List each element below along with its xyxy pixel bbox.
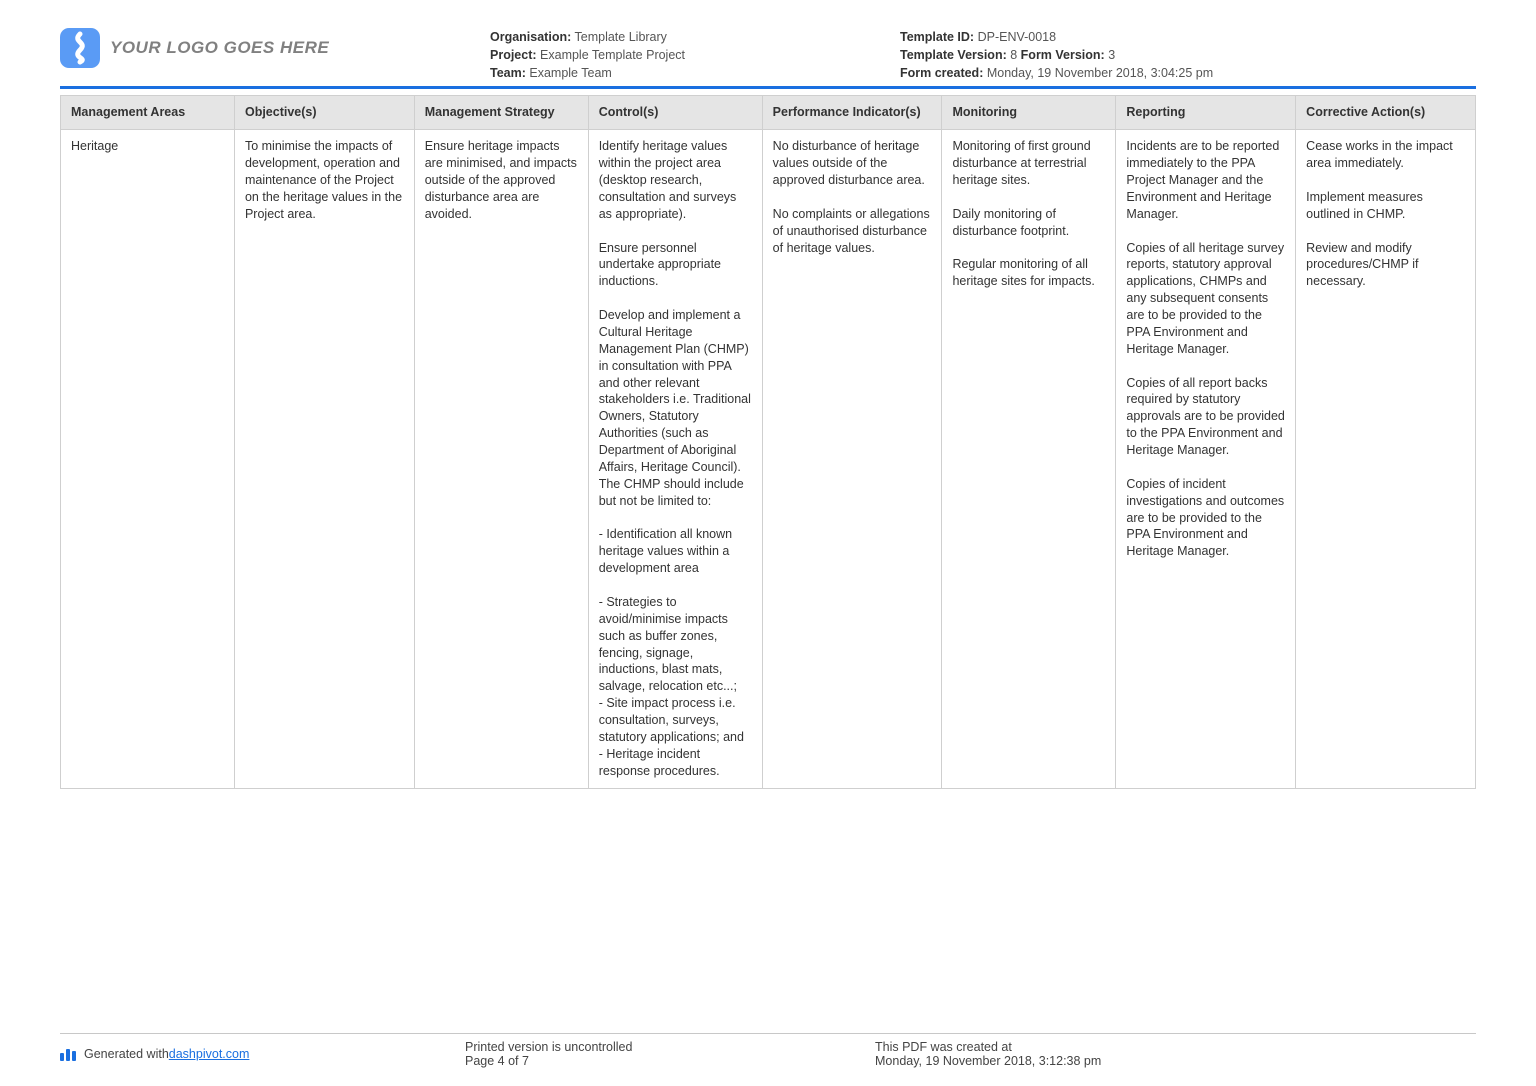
logo-block: YOUR LOGO GOES HERE	[60, 28, 490, 68]
col-header: Management Areas	[61, 96, 235, 130]
project-value: Example Template Project	[540, 48, 685, 62]
generated-prefix: Generated with	[84, 1047, 169, 1061]
footer-generated: Generated with dashpivot.com	[60, 1040, 465, 1068]
dashpivot-link[interactable]: dashpivot.com	[169, 1047, 250, 1061]
header-meta-left: Organisation: Template Library Project: …	[490, 28, 900, 82]
printed-version-label: Printed version is uncontrolled	[465, 1040, 875, 1054]
cell-performance: No disturbance of heritage values outsid…	[762, 130, 942, 788]
cell-controls: Identify heritage values within the proj…	[588, 130, 762, 788]
form-version-value: 3	[1108, 48, 1115, 62]
col-header: Management Strategy	[414, 96, 588, 130]
template-id-label: Template ID:	[900, 30, 974, 44]
col-header: Monitoring	[942, 96, 1116, 130]
col-header: Control(s)	[588, 96, 762, 130]
team-value: Example Team	[529, 66, 611, 80]
document-header: YOUR LOGO GOES HERE Organisation: Templa…	[60, 28, 1476, 89]
form-created-value: Monday, 19 November 2018, 3:04:25 pm	[987, 66, 1213, 80]
table-header-row: Management Areas Objective(s) Management…	[61, 96, 1476, 130]
cell-monitoring: Monitoring of first ground disturbance a…	[942, 130, 1116, 788]
management-table: Management Areas Objective(s) Management…	[60, 95, 1476, 788]
cell-corrective: Cease works in the impact area immediate…	[1296, 130, 1476, 788]
template-version-value: 8	[1010, 48, 1017, 62]
logo-placeholder-text: YOUR LOGO GOES HERE	[110, 38, 329, 58]
dashpivot-logo-icon	[60, 1047, 78, 1061]
organisation-label: Organisation:	[490, 30, 571, 44]
footer-printed: Printed version is uncontrolled Page 4 o…	[465, 1040, 875, 1068]
page-number: Page 4 of 7	[465, 1054, 875, 1068]
document-footer: Generated with dashpivot.com Printed ver…	[60, 1033, 1476, 1068]
form-version-label: Form Version:	[1021, 48, 1105, 62]
form-created-label: Form created:	[900, 66, 983, 80]
cell-strategy: Ensure heritage impacts are minimised, a…	[414, 130, 588, 788]
col-header: Corrective Action(s)	[1296, 96, 1476, 130]
template-id-value: DP-ENV-0018	[978, 30, 1057, 44]
organisation-value: Template Library	[575, 30, 667, 44]
cell-management-area: Heritage	[61, 130, 235, 788]
col-header: Reporting	[1116, 96, 1296, 130]
header-meta-right: Template ID: DP-ENV-0018 Template Versio…	[900, 28, 1476, 82]
cell-objectives: To minimise the impacts of development, …	[234, 130, 414, 788]
table-row: Heritage To minimise the impacts of deve…	[61, 130, 1476, 788]
footer-created: This PDF was created at Monday, 19 Novem…	[875, 1040, 1476, 1068]
company-logo-icon	[60, 28, 100, 68]
cell-reporting: Incidents are to be reported immediately…	[1116, 130, 1296, 788]
page-container: YOUR LOGO GOES HERE Organisation: Templa…	[0, 0, 1536, 789]
team-label: Team:	[490, 66, 526, 80]
col-header: Performance Indicator(s)	[762, 96, 942, 130]
project-label: Project:	[490, 48, 537, 62]
created-label: This PDF was created at	[875, 1040, 1476, 1054]
created-time: Monday, 19 November 2018, 3:12:38 pm	[875, 1054, 1476, 1068]
template-version-label: Template Version:	[900, 48, 1007, 62]
col-header: Objective(s)	[234, 96, 414, 130]
